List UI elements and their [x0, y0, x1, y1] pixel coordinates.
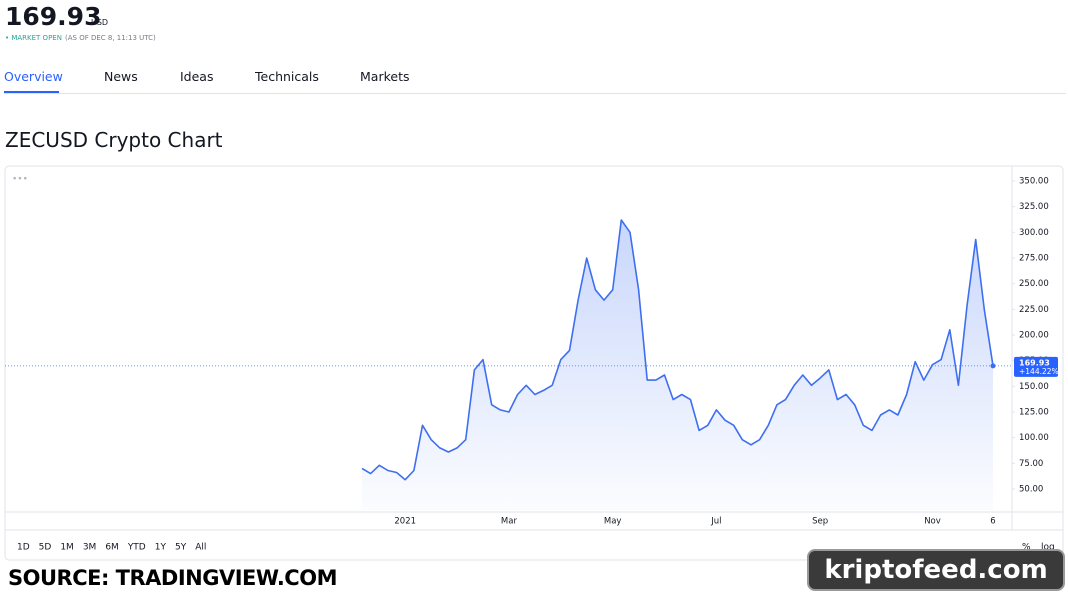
y-tick-label: 325.00	[1019, 202, 1049, 212]
x-tick-label: Mar	[501, 517, 518, 527]
price-tag-label: 169.93	[1019, 358, 1050, 367]
y-tick-label: 250.00	[1019, 279, 1049, 289]
x-tick-label: 6	[990, 517, 995, 527]
as-of: (AS OF DEC 8, 11:13 UTC)	[65, 34, 156, 42]
range-button[interactable]: 6M	[105, 543, 119, 553]
currency: USD	[91, 18, 109, 27]
scale-option[interactable]: log	[1041, 543, 1055, 553]
y-tick-label: 75.00	[1019, 459, 1043, 469]
divider	[4, 93, 1066, 94]
x-tick-label: Nov	[924, 517, 941, 527]
y-tick-label: 350.00	[1019, 176, 1049, 186]
area	[362, 220, 993, 510]
range-button[interactable]: 5D	[39, 543, 52, 553]
range-button[interactable]: YTD	[127, 543, 146, 553]
tab[interactable]: Ideas	[180, 69, 214, 84]
x-tick-label: May	[604, 517, 622, 527]
y-tick-label: 225.00	[1019, 305, 1049, 315]
y-tick-label: 200.00	[1019, 330, 1049, 340]
source: SOURCE: TRADINGVIEW.COM	[8, 566, 337, 590]
tab[interactable]: News	[104, 69, 138, 84]
watermark: kriptofeed.com	[807, 549, 1065, 591]
y-tick-label: 50.00	[1019, 484, 1043, 494]
tab-underline	[4, 91, 59, 93]
tab[interactable]: Overview	[4, 69, 63, 84]
range-button[interactable]: 1M	[60, 543, 74, 553]
y-tick-label: 100.00	[1019, 433, 1049, 443]
range-button[interactable]: 1D	[17, 543, 30, 553]
y-tick-label: 300.00	[1019, 228, 1049, 238]
y-tick-label: 150.00	[1019, 382, 1049, 392]
price-tag	[1014, 356, 1058, 377]
x-tick-label: 2021	[394, 517, 416, 527]
chart-frame	[4, 165, 1064, 561]
range-button[interactable]: 3M	[83, 543, 97, 553]
price: 169.93	[5, 2, 102, 31]
last-point	[990, 363, 996, 369]
y-tick-label: 125.00	[1019, 407, 1049, 417]
tab[interactable]: Technicals	[255, 69, 319, 84]
scale-option[interactable]: %	[1022, 543, 1031, 553]
change-label: +144.22%	[1019, 367, 1059, 376]
range-button[interactable]: 1Y	[155, 543, 167, 553]
y-tick-label: 275.00	[1019, 253, 1049, 263]
x-tick-label: Sep	[812, 517, 828, 527]
range-button[interactable]: 5Y	[175, 543, 187, 553]
chart-title: ZECUSD Crypto Chart	[5, 128, 223, 152]
range-button[interactable]: All	[195, 543, 206, 553]
x-tick-label: Jul	[710, 517, 721, 527]
market-status: • MARKET OPEN	[5, 34, 62, 42]
line	[361, 219, 994, 481]
tab[interactable]: Markets	[360, 69, 410, 84]
menu-dots[interactable]: •••	[12, 175, 28, 185]
